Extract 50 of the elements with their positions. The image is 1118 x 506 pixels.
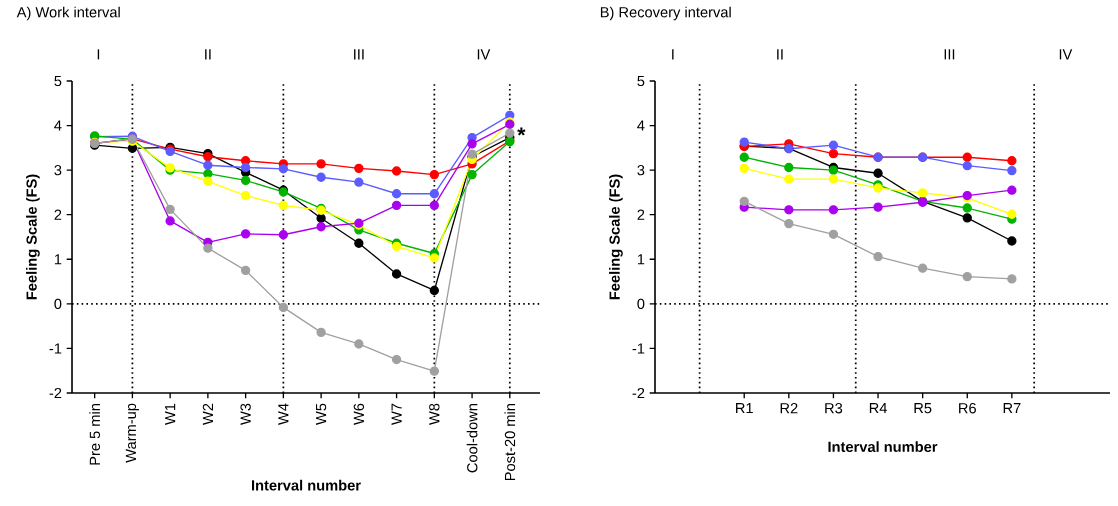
y-tick-label: -2 — [632, 387, 645, 399]
y-tick-label: 2 — [637, 209, 645, 220]
y-tick-label: 5 — [637, 75, 645, 87]
annotation: * — [517, 127, 526, 136]
x-tick-label: R4 — [869, 403, 887, 414]
y-tick-label: 3 — [637, 164, 645, 176]
x-axis-title: Interval number — [251, 479, 361, 491]
y-tick-label: -2 — [49, 387, 62, 399]
text: IV — [477, 49, 491, 60]
x-tick-label: W1 — [165, 403, 176, 425]
y-tick-label: 4 — [637, 120, 645, 131]
y-tick-label: 3 — [54, 164, 62, 176]
text: I — [97, 49, 100, 60]
y-tick-label: 2 — [54, 209, 62, 220]
x-tick-label: R3 — [825, 403, 843, 414]
y-tick-label: 4 — [54, 120, 62, 131]
y-tick-label: 0 — [54, 298, 62, 310]
x-tick-label: R2 — [780, 403, 798, 414]
text: III — [944, 49, 955, 60]
x-tick-label: W7 — [391, 403, 402, 425]
x-tick-label: W8 — [429, 403, 440, 425]
x-tick-label: W4 — [278, 403, 289, 425]
y-tick-label: -1 — [49, 343, 62, 354]
y-tick-label: 5 — [54, 75, 62, 87]
x-tick-label: W5 — [316, 403, 327, 425]
chart-title: B) Recovery interval — [600, 6, 731, 21]
x-tick-label: Pre 5 min — [89, 404, 101, 465]
x-tick-label: Post-20 min — [504, 404, 516, 481]
y-tick-label: 1 — [54, 254, 62, 265]
x-tick-label: W3 — [240, 403, 251, 425]
text: I — [672, 49, 674, 60]
x-tick-label: R6 — [959, 403, 976, 414]
x-tick-label: Cool-down — [466, 404, 478, 473]
x-tick-label: W6 — [353, 403, 365, 425]
text: II — [777, 49, 783, 60]
x-axis-title: Interval number — [828, 441, 938, 453]
chart-title: A) Work interval — [16, 6, 120, 21]
text: II — [205, 49, 211, 60]
y-tick-label: -1 — [632, 343, 645, 354]
x-tick-label: R5 — [914, 403, 932, 414]
x-tick-label: W2 — [202, 403, 213, 425]
x-tick-label: Warm-up — [125, 403, 139, 463]
y-tick-label: 0 — [637, 298, 645, 310]
y-axis-title: Feeling Scale (FS) — [609, 174, 623, 300]
y-tick-label: 1 — [637, 254, 645, 265]
x-tick-label: R7 — [1003, 403, 1021, 414]
y-axis-title: Feeling Scale (FS) — [26, 174, 40, 300]
text: IV — [1059, 49, 1073, 60]
text: III — [354, 49, 364, 60]
x-tick-label: R1 — [736, 403, 753, 414]
